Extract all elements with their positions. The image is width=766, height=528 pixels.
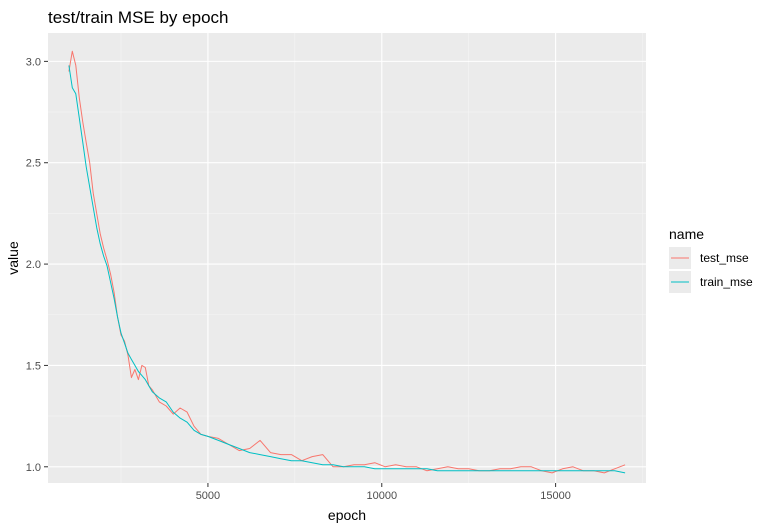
legend: name test_mse train_mse [669,226,753,293]
x-tick-label: 10000 [366,490,397,502]
y-tick-label: 1.5 [26,360,41,372]
minor-gridlines [48,33,646,483]
legend-label-test-mse: test_mse [700,251,749,265]
series-line-train-mse [68,65,626,474]
x-axis-title: epoch [328,507,366,523]
series-lines [68,50,626,474]
plot-panel [48,33,646,483]
x-axis: 5000 10000 15000 [196,483,571,502]
y-tick-label: 2.0 [26,259,41,271]
y-tick-label: 2.5 [26,158,41,170]
y-axis: 1.0 1.5 2.0 2.5 3.0 [26,56,48,474]
y-tick-label: 1.0 [26,462,41,474]
series-line-test-mse [68,50,626,474]
legend-item-test-mse: test_mse [669,247,749,269]
x-tick-label: 15000 [540,490,571,502]
legend-label-train-mse: train_mse [700,275,753,289]
y-tick-label: 3.0 [26,56,41,68]
y-axis-title: value [5,241,21,275]
chart-title: test/train MSE by epoch [48,8,228,27]
legend-item-train-mse: train_mse [669,271,753,293]
legend-title: name [669,226,704,242]
major-gridlines [48,33,646,483]
x-tick-label: 5000 [196,490,220,502]
